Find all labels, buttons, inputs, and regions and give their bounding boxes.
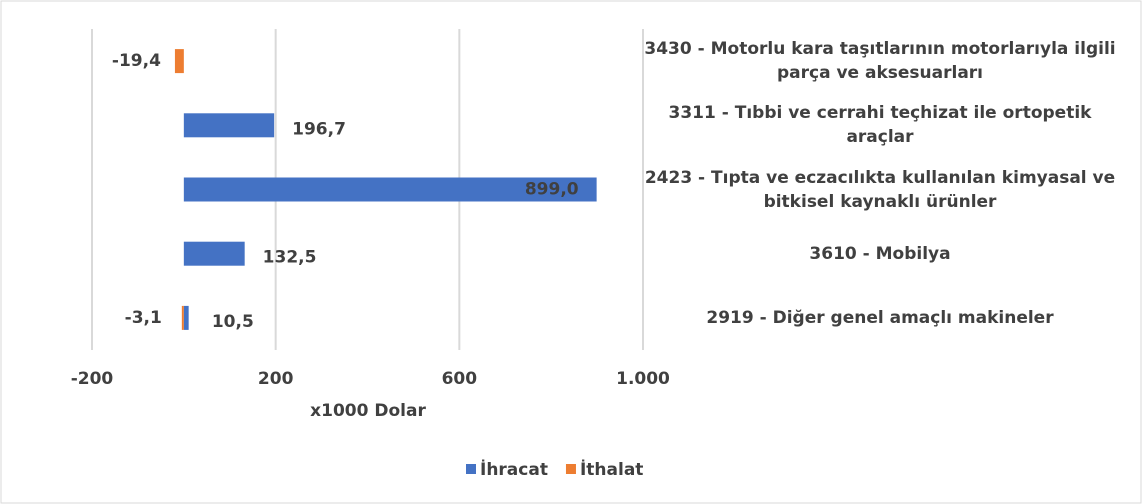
category-label: 2423 - Tıpta ve eczacılıkta kullanılan k… [644,167,1116,212]
x-tick-label: 1.000 [616,369,670,389]
bar [174,49,184,74]
legend-swatch [565,464,576,474]
category-label: 3430 - Motorlu kara taşıtlarının motorla… [644,39,1116,84]
legend-label: İthalat [580,458,643,480]
x-tick-label: 200 [258,369,294,389]
category-label: 3610 - Mobilya [809,243,951,264]
data-label: 196,7 [292,119,346,139]
bar [183,113,275,138]
x-tick-label: -200 [71,369,114,389]
x-axis-title: x1000 Dolar [310,401,426,421]
bar [183,241,245,266]
data-label: 899,0 [525,180,579,200]
data-label: 10,5 [212,312,254,332]
bar [183,305,189,330]
bar [181,305,184,330]
category-label: 3311 - Tıbbi ve cerrahi teçhizat ile ort… [668,103,1092,148]
data-label: -19,4 [112,51,161,71]
bar [183,177,597,202]
data-label: 132,5 [263,248,317,268]
category-label: 2919 - Diğer genel amaçlı makineler [706,307,1054,328]
x-tick-label: 600 [442,369,478,389]
data-label: -3,1 [125,308,162,328]
legend-swatch [466,464,476,474]
legend-label: İhracat [480,458,548,480]
